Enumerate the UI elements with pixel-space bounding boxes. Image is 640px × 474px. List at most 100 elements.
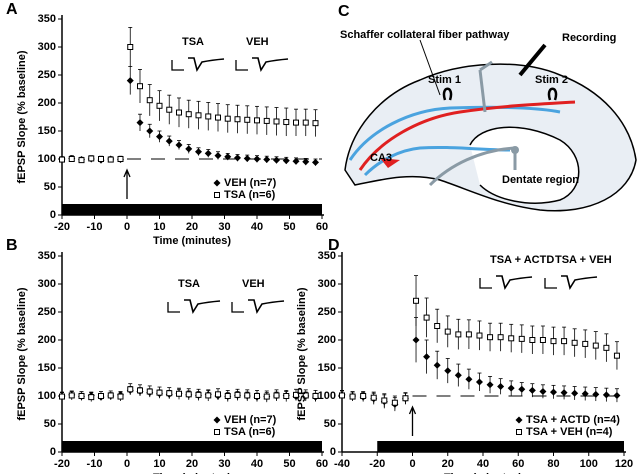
data-point [59,156,65,163]
cell-body [511,146,519,154]
legend-label: TSA + ACTD (n=4) [526,414,620,426]
data-point [476,332,483,339]
ca3-label: CA3 [370,152,392,164]
treatment-bar [377,441,624,452]
inset-scale [544,278,557,289]
x-axis-title: Time (minutes) [444,472,522,474]
data-point [560,389,568,397]
x-tick-label: 120 [615,458,633,470]
y-tick-label: 300 [38,41,56,53]
stim-electrodes [442,87,558,101]
ca3-arrow [380,158,400,168]
x-tick-label: 0 [124,458,130,470]
x-tick-label: 20 [186,458,198,470]
panel-label: B [6,237,18,254]
inset-trace [188,57,225,73]
data-point [312,158,319,166]
data-point [613,352,620,359]
data-point [243,154,251,162]
data-point [234,391,241,398]
data-point [68,392,75,399]
data-point [234,116,241,123]
x-tick-label: 10 [153,458,165,470]
x-tick-label: 0 [124,221,130,233]
y-tick-label: 250 [38,306,56,318]
y-axis-title: fEPSP Slope (% baseline) [296,287,308,420]
data-point [253,155,261,163]
y-tick-label: 250 [318,306,336,318]
data-point [465,331,472,338]
data-point [539,388,547,396]
diagram: C Schaffer collateral fiber pathway Reco… [338,3,637,212]
data-point [571,339,578,346]
x-tick-label: 30 [218,221,230,233]
data-point [391,399,398,406]
inset-scale [167,302,180,313]
data-point [486,381,494,389]
legend-label: TSA + VEH (n=4) [526,426,613,438]
data-point [254,393,260,399]
x-tick-label: 40 [251,458,263,470]
data-point [444,367,452,375]
dentate-label: Dentate region [502,174,579,186]
inset-scale [479,278,492,289]
data-point [528,386,536,394]
x-tick-label: 0 [409,458,415,470]
data-point [455,331,462,338]
data-point [339,392,345,399]
recording-label: Recording [562,32,616,44]
legend-label: VEH (n=7) [224,414,277,426]
y-tick-label: 150 [318,362,336,374]
data-point [370,394,377,401]
data-point [78,393,85,399]
inset-label: VEH [246,36,269,48]
data-point [434,323,441,329]
data-point [195,112,202,119]
legend-label: TSA (n=6) [224,426,276,438]
data-point [224,115,231,122]
data-point [465,375,473,383]
y-tick-label: 0 [330,446,336,458]
data-point [402,395,409,402]
data-point [224,393,231,399]
pathway-blue [348,105,561,161]
data-point [603,344,610,351]
data-point [254,117,260,124]
data-point [204,149,212,157]
data-point [497,382,505,390]
inset-label: TSA + VEH [555,254,612,266]
x-tick-label: -20 [54,458,70,470]
data-point [381,397,388,404]
data-point [550,338,557,345]
x-axis-title: Time (minutes) [153,235,231,247]
data-point [88,394,95,401]
x-tick-label: 10 [153,221,165,233]
data-point [497,334,504,341]
data-point [263,117,270,124]
data-point [195,391,202,398]
data-point [592,390,600,398]
data-point [293,119,299,126]
data-point [146,97,153,104]
data-point [59,393,65,400]
inset-label: TSA [178,278,200,290]
data-point [117,393,124,400]
data-point [215,391,221,398]
x-tick-label: -40 [334,458,350,470]
y-tick-label: 150 [38,125,56,137]
legend-label: TSA (n=6) [224,189,276,201]
data-point [215,114,221,121]
y-tick-label: 200 [38,97,56,109]
legend-marker [214,429,220,435]
data-point [176,390,182,397]
y-axis-title: fEPSP Slope (% baseline) [16,50,28,183]
data-point [433,361,441,369]
inset-scale [235,60,248,71]
data-point [127,386,134,393]
data-point [561,338,568,345]
data-point [195,148,202,156]
x-tick-label: -20 [54,221,70,233]
data-point [349,393,356,400]
legend-marker [515,416,523,424]
